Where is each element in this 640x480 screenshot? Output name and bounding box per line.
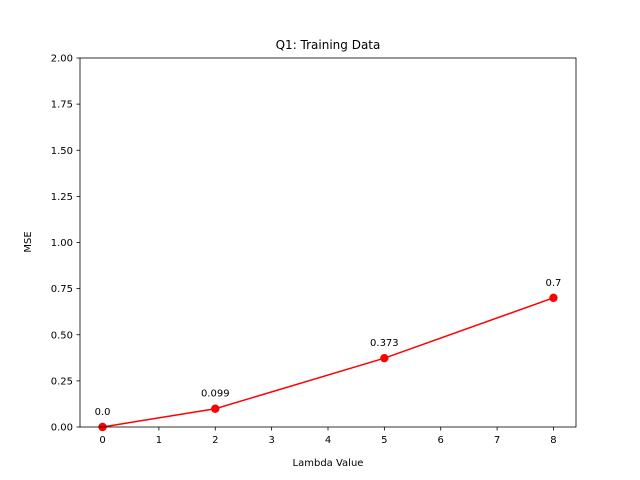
data-label: 0.0	[95, 407, 111, 418]
x-tick-label: 0	[99, 435, 105, 446]
y-tick-label: 2.00	[51, 54, 73, 65]
y-tick-label: 0.00	[51, 423, 73, 434]
data-label: 0.7	[546, 278, 562, 289]
y-tick-label: 1.00	[51, 238, 73, 249]
y-tick-label: 0.75	[51, 284, 73, 295]
x-tick-label: 8	[550, 435, 556, 446]
axes-frame	[79, 57, 577, 428]
x-tick-label: 5	[381, 435, 387, 446]
y-tick-label: 0.25	[51, 376, 73, 387]
data-label: 0.099	[201, 389, 230, 400]
x-tick-label: 6	[438, 435, 444, 446]
x-tick-label: 2	[212, 435, 218, 446]
data-point	[211, 404, 220, 413]
y-tick-label: 1.25	[51, 192, 73, 203]
chart-title: Q1: Training Data	[276, 38, 381, 52]
plot-area: 0 1 2 3 4 5 6 7 8 0.00 0.25 0.50 0.75 1.00 1.25 1.50 1.7…	[51, 54, 577, 446]
y-tick-label: 1.50	[51, 146, 73, 157]
x-axis-label: Lambda Value	[293, 458, 364, 469]
x-tick-label: 4	[325, 435, 331, 446]
data-label: 0.373	[370, 338, 399, 349]
data-point	[549, 293, 558, 303]
data-point	[380, 353, 389, 363]
y-tick-label: 1.75	[51, 100, 73, 111]
series-line	[102, 297, 554, 428]
x-tick-label: 1	[156, 435, 162, 446]
y-tick-label: 0.50	[51, 330, 73, 341]
y-axis-label: MSE	[23, 231, 34, 252]
x-tick-label: 7	[494, 435, 500, 446]
x-tick-label: 3	[268, 435, 274, 446]
